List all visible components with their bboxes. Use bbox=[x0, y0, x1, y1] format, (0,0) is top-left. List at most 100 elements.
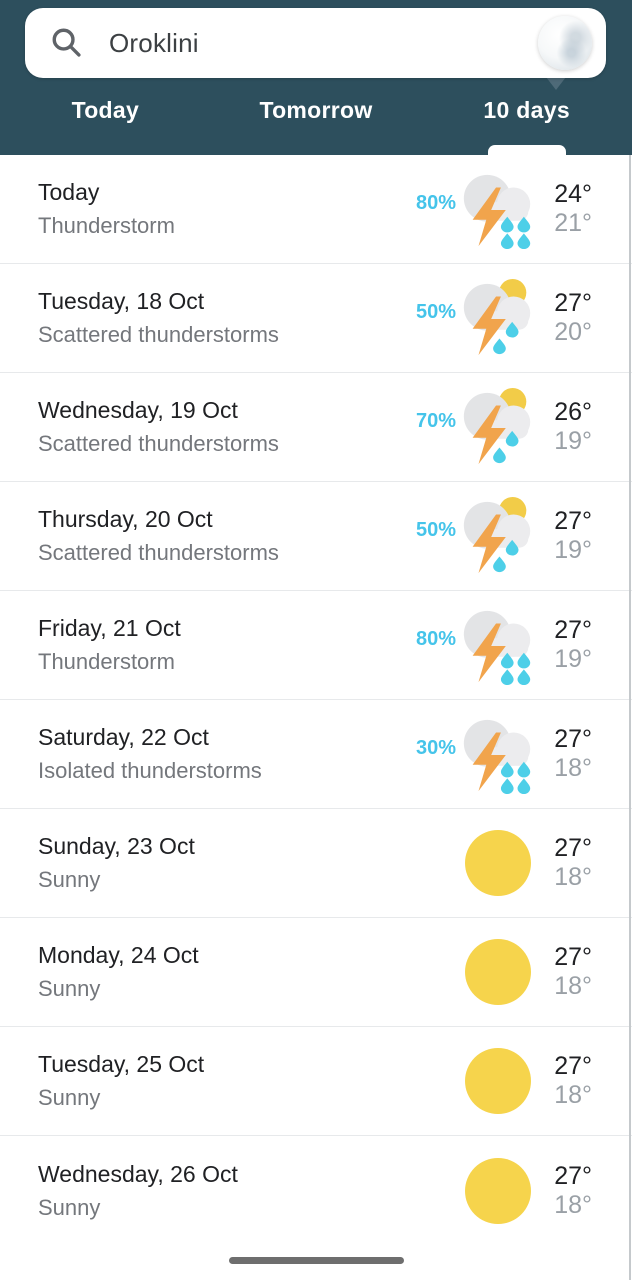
day-label: Thursday, 20 Oct bbox=[38, 506, 213, 532]
day-label: Sunday, 23 Oct bbox=[38, 833, 195, 859]
high-temp: 27° bbox=[554, 289, 592, 317]
forecast-row[interactable]: Thursday, 20 Oct Scattered thunderstorms… bbox=[0, 482, 632, 591]
forecast-row[interactable]: Saturday, 22 Oct Isolated thunderstorms … bbox=[0, 700, 632, 809]
high-temp: 27° bbox=[554, 1161, 592, 1190]
day-label: Saturday, 22 Oct bbox=[38, 724, 209, 750]
forecast-row[interactable]: Sunday, 23 Oct Sunny 27° 18° bbox=[0, 809, 632, 918]
low-temp: 18° bbox=[554, 863, 592, 891]
high-temp: 24° bbox=[554, 180, 592, 208]
low-temp: 19° bbox=[554, 427, 592, 455]
day-label: Wednesday, 19 Oct bbox=[38, 397, 238, 423]
search-icon[interactable] bbox=[25, 26, 109, 60]
condition-label: Thunderstorm bbox=[38, 213, 175, 238]
row-text-block: Wednesday, 19 Oct Scattered thunderstorm… bbox=[38, 395, 410, 459]
search-bar[interactable]: Oroklini bbox=[25, 8, 606, 78]
low-temp: 18° bbox=[554, 1190, 592, 1219]
day-label: Tuesday, 18 Oct bbox=[38, 288, 205, 314]
scrollbar[interactable] bbox=[629, 155, 631, 1280]
search-input[interactable]: Oroklini bbox=[109, 27, 199, 58]
high-temp: 27° bbox=[554, 943, 592, 971]
row-text-block: Sunday, 23 Oct Sunny bbox=[38, 831, 410, 895]
precipitation-chance: 70% bbox=[415, 409, 456, 432]
tab-tomorrow[interactable]: Tomorrow bbox=[211, 89, 422, 155]
row-text-block: Today Thunderstorm bbox=[38, 177, 410, 241]
sunny-icon bbox=[456, 938, 540, 1006]
low-temp: 20° bbox=[554, 318, 592, 346]
high-temp: 27° bbox=[554, 507, 592, 535]
row-text-block: Wednesday, 26 Oct Sunny bbox=[38, 1159, 410, 1223]
forecast-row[interactable]: Wednesday, 19 Oct Scattered thunderstorm… bbox=[0, 373, 632, 482]
forecast-tabs: Today Tomorrow 10 days bbox=[0, 89, 632, 155]
forecast-row[interactable]: Friday, 21 Oct Thunderstorm 80% 27° 19° bbox=[0, 591, 632, 700]
precipitation-chance: 30% bbox=[415, 736, 456, 759]
day-label: Wednesday, 26 Oct bbox=[38, 1160, 238, 1187]
temperature-block: 27° 18° bbox=[540, 725, 592, 783]
precipitation-chance: 80% bbox=[415, 627, 456, 650]
high-temp: 27° bbox=[554, 834, 592, 862]
condition-label: Scattered thunderstorms bbox=[38, 322, 279, 347]
row-text-block: Tuesday, 25 Oct Sunny bbox=[38, 1049, 410, 1113]
scattered-thunderstorms-icon bbox=[456, 386, 540, 468]
low-temp: 19° bbox=[554, 645, 592, 673]
temperature-block: 24° 21° bbox=[540, 180, 592, 238]
tab-10-days[interactable]: 10 days bbox=[421, 89, 632, 155]
low-temp: 18° bbox=[554, 972, 592, 1000]
row-text-block: Thursday, 20 Oct Scattered thunderstorms bbox=[38, 504, 410, 568]
tab-10-days-label: 10 days bbox=[483, 97, 570, 123]
tab-today-label: Today bbox=[71, 97, 140, 123]
temperature-block: 27° 19° bbox=[540, 616, 592, 674]
row-text-block: Saturday, 22 Oct Isolated thunderstorms bbox=[38, 722, 410, 786]
thunderstorm-icon bbox=[456, 168, 540, 250]
temperature-block: 27° 20° bbox=[540, 289, 592, 347]
day-label: Friday, 21 Oct bbox=[38, 615, 181, 641]
day-label: Today bbox=[38, 179, 100, 205]
tab-tomorrow-label: Tomorrow bbox=[259, 97, 373, 123]
condition-label: Sunny bbox=[38, 1085, 101, 1110]
forecast-row[interactable]: Tuesday, 25 Oct Sunny 27° 18° bbox=[0, 1027, 632, 1136]
condition-label: Sunny bbox=[38, 867, 101, 892]
precipitation-chance: 50% bbox=[415, 300, 456, 323]
temperature-block: 27° 18° bbox=[540, 1052, 592, 1110]
forecast-row[interactable]: Monday, 24 Oct Sunny 27° 18° bbox=[0, 918, 632, 1027]
temperature-block: 26° 19° bbox=[540, 398, 592, 456]
precipitation-chance: 50% bbox=[415, 518, 456, 541]
day-label: Monday, 24 Oct bbox=[38, 942, 199, 968]
sunny-icon bbox=[456, 1157, 540, 1225]
gesture-bar-area bbox=[0, 1245, 632, 1275]
low-temp: 19° bbox=[554, 536, 592, 564]
earth-satellite-thumbnail-icon[interactable] bbox=[538, 16, 592, 70]
condition-label: Thunderstorm bbox=[38, 649, 175, 674]
row-text-block: Tuesday, 18 Oct Scattered thunderstorms bbox=[38, 286, 410, 350]
temperature-block: 27° 19° bbox=[540, 507, 592, 565]
row-text-block: Friday, 21 Oct Thunderstorm bbox=[38, 613, 410, 677]
thunderstorm-icon bbox=[456, 713, 540, 795]
high-temp: 27° bbox=[554, 616, 592, 644]
condition-label: Scattered thunderstorms bbox=[38, 540, 279, 565]
app-header: Oroklini Today Tomorrow 10 days bbox=[0, 0, 632, 155]
day-label: Tuesday, 25 Oct bbox=[38, 1051, 205, 1077]
temperature-block: 27° 18° bbox=[540, 943, 592, 1001]
high-temp: 27° bbox=[554, 725, 592, 753]
high-temp: 26° bbox=[554, 398, 592, 426]
forecast-row[interactable]: Tuesday, 18 Oct Scattered thunderstorms … bbox=[0, 264, 632, 373]
forecast-row[interactable]: Wednesday, 26 Oct Sunny 27° 18° bbox=[0, 1136, 632, 1245]
condition-label: Isolated thunderstorms bbox=[38, 758, 262, 783]
scattered-thunderstorms-icon bbox=[456, 277, 540, 359]
navigation-handle[interactable] bbox=[228, 1256, 404, 1264]
forecast-row[interactable]: Today Thunderstorm 80% 24° 21° bbox=[0, 155, 632, 264]
low-temp: 21° bbox=[554, 209, 592, 237]
tab-today[interactable]: Today bbox=[0, 89, 211, 155]
active-tab-indicator bbox=[487, 145, 566, 155]
low-temp: 18° bbox=[554, 1081, 592, 1109]
condition-label: Sunny bbox=[38, 1194, 101, 1220]
scattered-thunderstorms-icon bbox=[456, 495, 540, 577]
temperature-block: 27° 18° bbox=[540, 834, 592, 892]
thunderstorm-icon bbox=[456, 604, 540, 686]
condition-label: Sunny bbox=[38, 976, 101, 1001]
sunny-icon bbox=[456, 829, 540, 897]
condition-label: Scattered thunderstorms bbox=[38, 431, 279, 456]
row-text-block: Monday, 24 Oct Sunny bbox=[38, 940, 410, 1004]
high-temp: 27° bbox=[554, 1052, 592, 1080]
precipitation-chance: 80% bbox=[415, 191, 456, 214]
